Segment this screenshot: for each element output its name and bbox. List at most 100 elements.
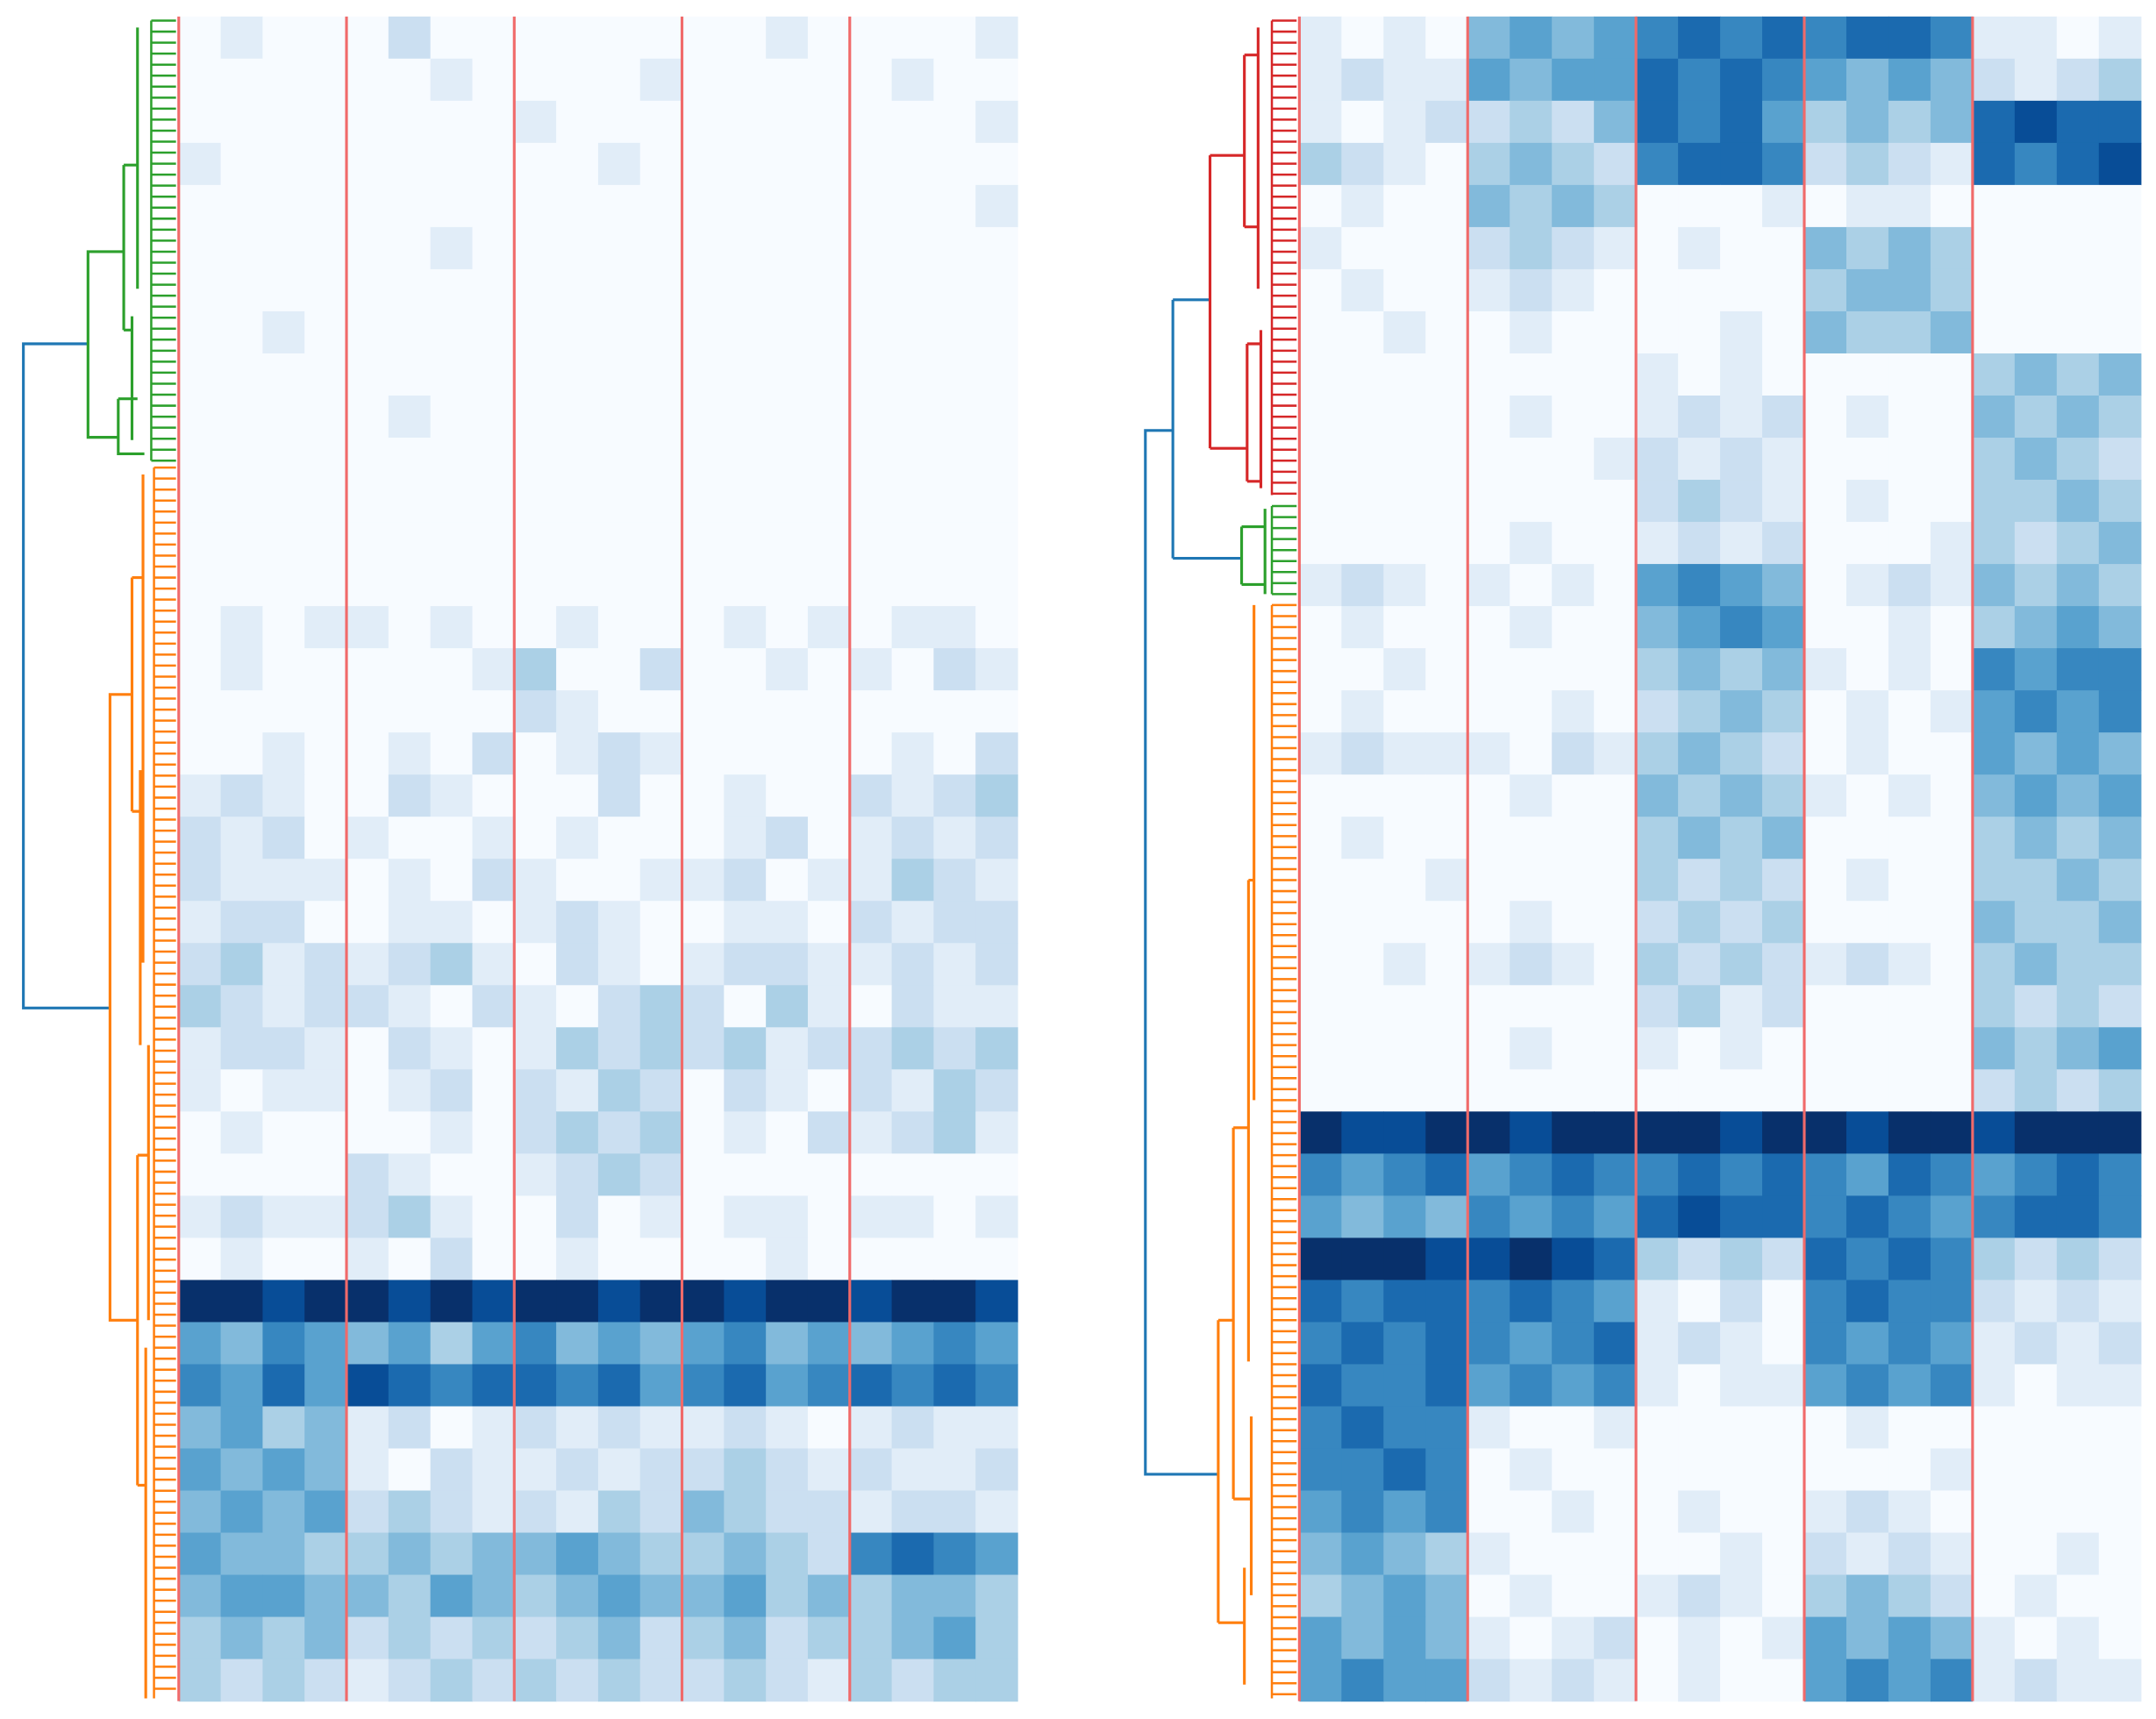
heatmap-cell xyxy=(1299,184,1342,228)
heatmap-cell xyxy=(1845,142,1889,186)
heatmap-cell xyxy=(766,985,809,1028)
heatmap-cell xyxy=(178,268,222,312)
heatmap-cell xyxy=(1594,690,1637,733)
heatmap-cell xyxy=(1930,1153,1974,1197)
heatmap-cell xyxy=(639,100,683,144)
heatmap-cell xyxy=(933,1322,976,1366)
heatmap-cell xyxy=(388,1532,432,1576)
heatmap-cell xyxy=(1845,1574,1889,1618)
heatmap-cell xyxy=(1678,522,1721,565)
heatmap-cell xyxy=(514,774,557,817)
heatmap-cell xyxy=(849,310,893,354)
heatmap-cell xyxy=(1888,100,1931,144)
heatmap-cell xyxy=(1845,58,1889,102)
heatmap-cell xyxy=(388,268,432,312)
heatmap-cell xyxy=(2014,774,2058,817)
heatmap-cell xyxy=(2014,1069,2058,1112)
heatmap-cell xyxy=(1678,395,1721,439)
heatmap-cell xyxy=(1552,1448,1595,1492)
heatmap-cell xyxy=(1762,1153,1805,1197)
heatmap-cell xyxy=(430,774,474,817)
dendrogram-leaf xyxy=(153,466,176,1699)
heatmap-cell xyxy=(1552,16,1595,60)
heatmap-cell xyxy=(472,1322,515,1366)
heatmap-cell xyxy=(1383,1111,1426,1154)
heatmap-cell xyxy=(891,395,935,439)
heatmap-cell xyxy=(220,1658,264,1702)
heatmap-cell xyxy=(1299,1280,1342,1323)
heatmap-cell xyxy=(1341,1574,1384,1618)
heatmap-cell xyxy=(2014,353,2058,396)
heatmap-cell xyxy=(1762,522,1805,565)
heatmap-cell xyxy=(975,268,1018,312)
heatmap-cell xyxy=(1678,985,1721,1028)
heatmap-cell xyxy=(1299,1111,1342,1154)
heatmap-cell xyxy=(346,1195,389,1239)
heatmap-cell xyxy=(220,774,264,817)
heatmap-cell xyxy=(556,648,599,691)
heatmap-cell xyxy=(1510,648,1553,691)
heatmap-cell xyxy=(220,522,264,565)
heatmap-cell xyxy=(1425,985,1468,1028)
heatmap-cell xyxy=(1972,1406,2016,1450)
heatmap-cell xyxy=(304,353,347,396)
heatmap-cell xyxy=(807,1406,851,1450)
heatmap-cell xyxy=(1341,16,1384,60)
heatmap-cell xyxy=(682,438,725,481)
heatmap-cell xyxy=(1845,1364,1889,1408)
heatmap-cell xyxy=(346,1153,389,1197)
heatmap-cell xyxy=(1888,58,1931,102)
heatmap-cell xyxy=(597,1153,641,1197)
heatmap-cell xyxy=(1930,438,1974,481)
heatmap-cell xyxy=(849,16,893,60)
heatmap-cell xyxy=(1510,1616,1553,1660)
heatmap-cell xyxy=(1930,1574,1974,1618)
heatmap-cell xyxy=(1762,774,1805,817)
heatmap-cell xyxy=(807,1574,851,1618)
heatmap-cell xyxy=(430,1574,474,1618)
heatmap-cell xyxy=(1510,1195,1553,1239)
heatmap-cell xyxy=(472,1490,515,1534)
heatmap-cell xyxy=(1510,1490,1553,1534)
heatmap-cell xyxy=(1425,1364,1468,1408)
heatmap-cell xyxy=(178,1364,222,1408)
heatmap-cell xyxy=(1425,395,1468,439)
heatmap-cell xyxy=(220,1195,264,1239)
heatmap-cell xyxy=(766,1027,809,1070)
heatmap-cell xyxy=(262,901,305,944)
heatmap-cell xyxy=(891,985,935,1028)
heatmap-cell xyxy=(1636,1406,1679,1450)
heatmap-cell xyxy=(1720,1532,1763,1576)
heatmap-cell xyxy=(2056,1448,2100,1492)
heatmap-cell xyxy=(1467,1027,1510,1070)
heatmap-cell xyxy=(1341,58,1384,102)
heatmap-cell xyxy=(807,859,851,902)
heatmap-cell xyxy=(975,353,1018,396)
heatmap-cell xyxy=(556,606,599,649)
heatmap-cell xyxy=(682,943,725,986)
heatmap-cell xyxy=(597,859,641,902)
heatmap-cell xyxy=(849,1406,893,1450)
heatmap-cell xyxy=(724,100,767,144)
heatmap-cell xyxy=(1552,648,1595,691)
heatmap-cell xyxy=(1636,1448,1679,1492)
heatmap-cell xyxy=(682,859,725,902)
heatmap-cell xyxy=(975,648,1018,691)
heatmap-cell xyxy=(1299,310,1342,354)
heatmap-cell xyxy=(1720,58,1763,102)
heatmap-cell xyxy=(346,1111,389,1154)
heatmap-cell xyxy=(1383,1406,1426,1450)
heatmap-cell xyxy=(1425,1280,1468,1323)
heatmap-cell xyxy=(472,58,515,102)
heatmap-cell xyxy=(2098,1490,2142,1534)
heatmap-cell xyxy=(639,1280,683,1323)
heatmap-cell xyxy=(388,100,432,144)
heatmap-cell xyxy=(1678,1406,1721,1450)
heatmap-cell xyxy=(1467,142,1510,186)
heatmap-cell xyxy=(724,1448,767,1492)
heatmap-cell xyxy=(1594,1658,1637,1702)
heatmap-cell xyxy=(1804,1238,1847,1281)
heatmap-cell xyxy=(807,1364,851,1408)
heatmap-cell xyxy=(682,690,725,733)
heatmap-cell xyxy=(472,184,515,228)
